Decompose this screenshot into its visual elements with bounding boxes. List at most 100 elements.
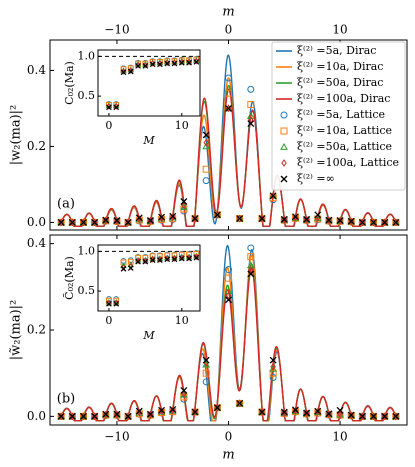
- inset-point-s4-stroke: [164, 256, 171, 263]
- inset-point-s1: [157, 253, 163, 260]
- inset-point-s4: [186, 255, 192, 262]
- lattice-point-s4-stroke: [314, 211, 322, 219]
- inset-point-s4: [120, 69, 127, 76]
- inset-point-s4-stroke: [135, 258, 141, 265]
- lattice-point-s3: [181, 201, 187, 210]
- lattice-point-s1-shape: [247, 253, 255, 261]
- lattice-point-s4: [314, 211, 322, 219]
- legend-swatch: [281, 159, 287, 167]
- lattice-point-s4-stroke: [303, 215, 311, 223]
- inset-point-s4-stroke: [157, 61, 163, 68]
- lattice-point-s3: [225, 291, 232, 300]
- lattice-point-s4: [358, 218, 366, 226]
- lattice-point-s0: [247, 244, 255, 252]
- lattice-point-s4: [158, 406, 166, 414]
- legend-entry: ξ⁽²⁾ =5a, Lattice: [280, 108, 385, 121]
- inset-point-s4-stroke: [193, 59, 200, 65]
- y-tick-label: 0.2: [27, 323, 46, 337]
- lattice-point-s4-stroke: [303, 409, 311, 417]
- lattice-point-s4-stroke: [158, 213, 166, 221]
- lattice-point-s1-shape: [225, 89, 232, 97]
- lattice-point-s1: [225, 274, 232, 282]
- lattice-point-s0-shape: [225, 266, 232, 274]
- lattice-point-s4: [80, 218, 87, 226]
- lattice-point-s3: [158, 214, 165, 223]
- lattice-point-s3-shape: [136, 408, 142, 417]
- inset-point-s4-stroke: [157, 257, 163, 263]
- lattice-point-s4-stroke: [269, 356, 277, 364]
- inset-point-s1-shape: [171, 252, 178, 259]
- lattice-point-s4-stroke: [102, 410, 110, 418]
- inset-x-tick-label: 10: [175, 314, 189, 327]
- lattice-point-s1: [202, 369, 210, 377]
- lattice-point-s2: [202, 142, 211, 150]
- inset-y-tick-label: 0.5: [78, 284, 96, 297]
- inset-point-s4-stroke: [178, 59, 185, 66]
- panel-label: (b): [57, 392, 75, 407]
- lattice-point-s4: [392, 218, 400, 226]
- inset-point-s1-shape: [186, 251, 192, 258]
- lattice-point-s4-stroke: [57, 218, 65, 226]
- inset-point-s4-stroke: [164, 60, 171, 67]
- inset-point-s4-stroke: [171, 256, 178, 263]
- legend-label: ξ⁽²⁾ =100a, Lattice: [297, 156, 399, 169]
- inset-point-s4: [164, 60, 171, 67]
- lattice-point-s4: [169, 212, 177, 220]
- lattice-point-s3-shape: [170, 213, 176, 221]
- lattice-point-s4-stroke: [80, 218, 87, 226]
- top-x-tick-label: −10: [104, 23, 129, 37]
- inset-panel: 0 10 0.5 1.0 M C̃₀₂(Ma): [63, 244, 201, 342]
- legend-box: [271, 41, 406, 191]
- lattice-point-s4: [269, 192, 277, 200]
- lattice-point-s4: [392, 412, 400, 420]
- lattice-point-s4: [236, 215, 244, 223]
- inset-point-s4: [135, 63, 141, 69]
- lattice-point-s3: [270, 362, 276, 371]
- lattice-point-s3-shape: [292, 213, 299, 222]
- legend-swatch: [280, 175, 288, 183]
- lattice-point-s4-stroke: [102, 216, 110, 224]
- legend-entry: ξ⁽²⁾ =50a, Dirac: [276, 76, 383, 89]
- lattice-point-s3-shape: [337, 410, 343, 419]
- inset-point-s4-stroke: [186, 59, 192, 66]
- lattice-point-s4-stroke: [191, 215, 199, 223]
- lattice-point-s4: [370, 218, 377, 226]
- lattice-point-s0: [225, 74, 232, 82]
- inset-point-s1: [149, 253, 156, 260]
- lattice-point-s3-shape: [248, 265, 254, 274]
- lattice-point-s4-stroke: [236, 215, 244, 223]
- lattice-point-s3-shape: [181, 390, 187, 398]
- inset-point-s4: [193, 59, 200, 65]
- legend-swatch: [280, 142, 288, 150]
- lattice-point-s4: [269, 356, 277, 364]
- inset-point-s1: [193, 250, 200, 257]
- lattice-point-s4: [236, 399, 244, 407]
- lattice-point-s4: [202, 131, 210, 139]
- legend-swatch: [280, 127, 288, 135]
- lattice-point-s0: [247, 85, 255, 93]
- inset-point-s1-shape: [149, 253, 156, 260]
- lattice-point-s2-shape: [269, 364, 277, 372]
- inset-point-s4: [193, 254, 200, 261]
- legend-label: ξ⁽²⁾ =50a, Lattice: [297, 140, 392, 153]
- lattice-point-s4-stroke: [291, 406, 299, 414]
- lattice-point-s4-stroke: [247, 270, 255, 278]
- lattice-point-s4: [169, 405, 177, 413]
- panel-label: (a): [57, 197, 75, 212]
- lattice-point-s4: [135, 407, 143, 415]
- lattice-point-s3: [292, 213, 299, 222]
- lattice-point-s4: [124, 218, 132, 226]
- lattice-point-s4: [91, 412, 99, 420]
- inset-point-s4: [171, 256, 178, 263]
- lattice-point-s4-stroke: [135, 214, 143, 222]
- x-tick-label: 0: [225, 430, 233, 444]
- top-x-tick-label: 0: [225, 23, 233, 37]
- lattice-point-s4-stroke: [124, 412, 132, 420]
- lattice-point-s3-shape: [170, 406, 176, 415]
- lattice-point-s3-shape: [136, 215, 142, 223]
- lattice-point-s3: [136, 215, 142, 223]
- lattice-point-s4-stroke: [146, 217, 154, 224]
- lattice-point-s4: [247, 270, 255, 278]
- inset-point-s4-stroke: [113, 104, 120, 111]
- inset-point-s4: [106, 300, 112, 307]
